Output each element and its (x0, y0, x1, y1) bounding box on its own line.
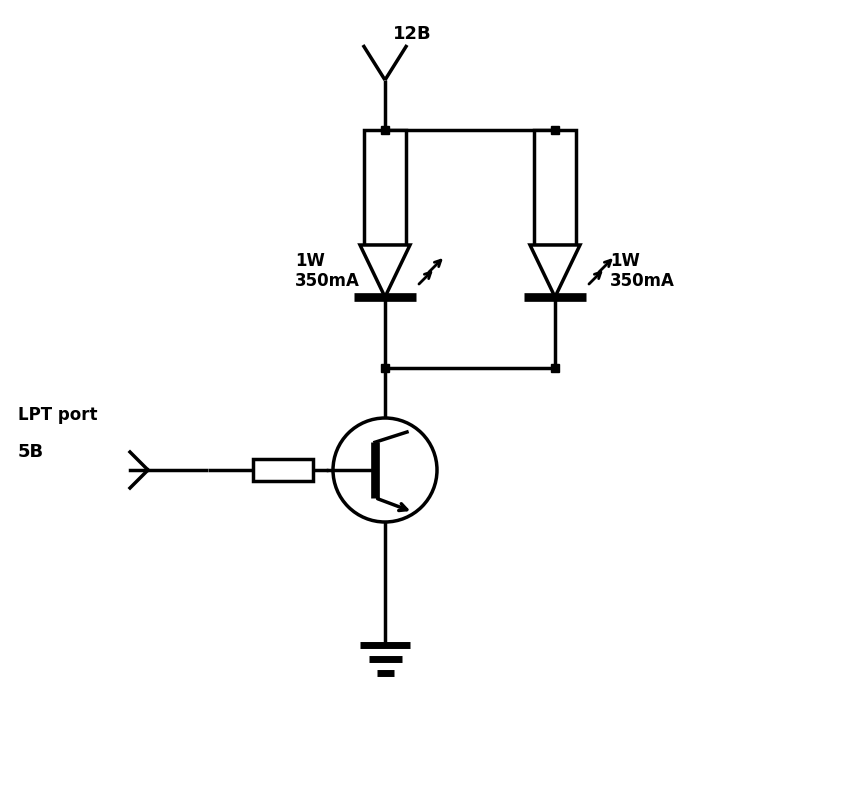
Bar (534, 130, 576, 245)
Text: 1W
350mA: 1W 350mA (610, 251, 675, 290)
Polygon shape (530, 245, 580, 297)
Text: LPT port: LPT port (18, 406, 97, 424)
Text: 12B: 12B (393, 25, 432, 43)
Text: 5B: 5B (18, 443, 44, 461)
Bar (253, 459, 313, 481)
Circle shape (333, 418, 437, 522)
Text: 1W
350mA: 1W 350mA (295, 251, 360, 290)
Bar (364, 130, 406, 245)
Polygon shape (360, 245, 410, 297)
